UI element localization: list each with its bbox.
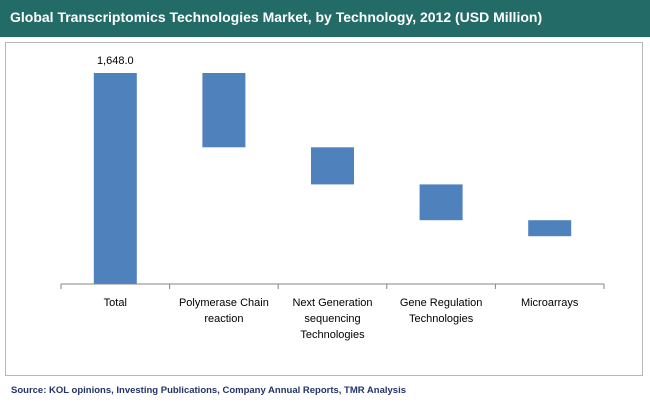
x-tick-label: Next Generation sequencing Technologies xyxy=(278,295,388,343)
bar-3 xyxy=(419,184,463,221)
x-tick-label: Gene Regulation Technologies xyxy=(386,295,496,327)
x-tick-label-line: Next Generation xyxy=(292,297,373,309)
x-tick-label: Total xyxy=(60,295,170,311)
x-tick-label-line: Total xyxy=(103,297,127,309)
chart-frame xyxy=(5,42,643,376)
bar-2 xyxy=(311,147,354,185)
bar-4 xyxy=(528,220,572,237)
x-tick-label-line: reaction xyxy=(204,313,244,325)
x-tick-label-line: sequencing xyxy=(304,313,361,325)
bar-0 xyxy=(93,73,137,284)
x-axis-ticks xyxy=(60,284,605,289)
x-tick-label-line: Gene Regulation xyxy=(399,297,483,309)
source-note: Source: KOL opinions, Investing Publicat… xyxy=(11,385,407,396)
x-tick-label-line: Technologies xyxy=(408,313,474,325)
x-tick-label-line: Polymerase Chain xyxy=(178,297,269,309)
bar-1 xyxy=(202,73,246,148)
data-label: 1,648.0 xyxy=(96,55,134,67)
chart-title: Global Transcriptomics Technologies Mark… xyxy=(10,9,543,25)
x-tick-label-line: Technologies xyxy=(300,329,365,341)
x-tick-label: Microarrays xyxy=(495,295,605,311)
x-tick-label-line: Microarrays xyxy=(520,297,579,309)
bars-group xyxy=(93,73,572,284)
title-bar: Global Transcriptomics Technologies Mark… xyxy=(0,0,650,37)
x-tick-label: Polymerase Chain reaction xyxy=(169,295,279,327)
